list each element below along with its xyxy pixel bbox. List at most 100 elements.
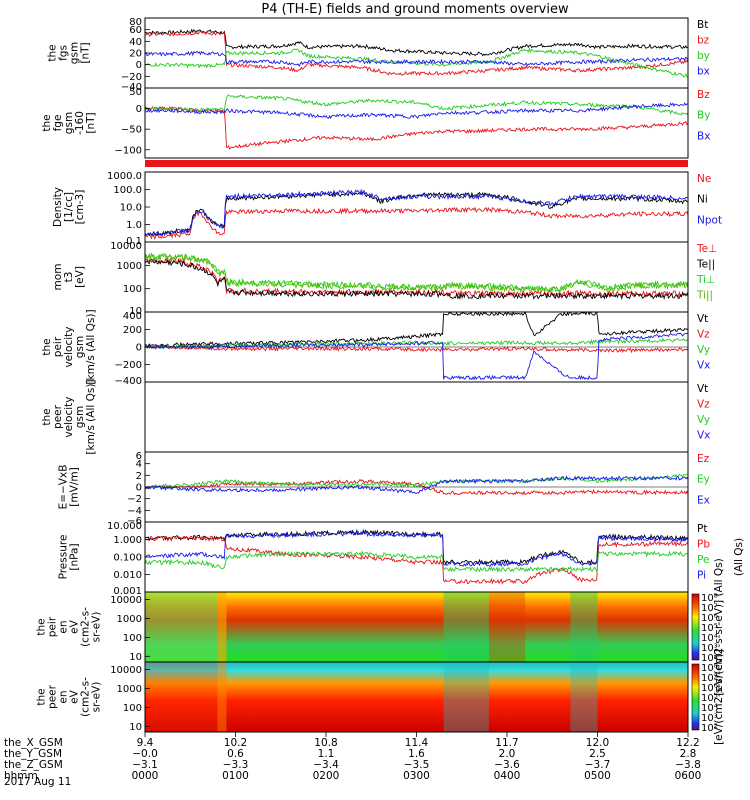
peir_flux-ytick-label: 100: [123, 633, 142, 644]
x-tick-label: 0500: [584, 770, 611, 782]
ivel-legend-vt: Vt: [697, 313, 708, 325]
ivel-ylabel-line: [km/s (All Qs)]: [85, 309, 97, 384]
peir_flux-spectrogram-band: [443, 592, 489, 662]
density-ytick-label: 100.0: [113, 185, 142, 196]
peer_flux-ytick-label: 1000: [117, 684, 142, 695]
ivel-ylabel-line: velocity: [63, 326, 75, 367]
pressure-legend-pt: Pt: [697, 523, 707, 535]
pressure-legend-pb: Pb: [697, 539, 710, 551]
x-tick-label: −3.4: [313, 759, 339, 771]
x-tick-label: −0.0: [132, 748, 158, 760]
x-row-label: the_Z_GSM: [4, 759, 63, 771]
peir_flux-spectrogram-band: [570, 592, 598, 662]
peir_flux-ylabel-line: sr-eV): [91, 612, 103, 643]
fgs-ytick-label: −40: [121, 82, 142, 93]
pressure-legend-pe: Pe: [697, 554, 709, 566]
density-ytick-label: 10.0: [120, 203, 142, 214]
mode-status-bar: [145, 160, 688, 167]
efield-ytick-label: −2: [127, 494, 142, 505]
ivel-ylabel: the peir velocity gsm [km/s (All Qs)]: [41, 309, 97, 384]
evel-ylabel-line: velocity: [63, 396, 75, 437]
fgs-ytick-label: 40: [129, 37, 142, 48]
ivel-ytick-label: 200: [123, 325, 142, 336]
x-tick-label: −3.1: [132, 759, 158, 771]
efield-legend-ez: Ez: [697, 453, 710, 465]
peer_flux-spectrogram-band: [217, 662, 227, 732]
peir_flux-ylabel-line: (cm2-s-: [80, 607, 92, 647]
fge-frame: [144, 87, 689, 159]
pressure-legend-pi: Pi: [697, 570, 706, 582]
peer_flux-colorbar-tick: 10⁷: [701, 673, 718, 684]
fgs-series-bt: [144, 28, 689, 57]
x-tick-label: 2.8: [680, 748, 697, 760]
peir_flux-spectrogram-band: [488, 592, 526, 662]
x-axis-block: the_X_GSM 9.4 10.2 10.8 11.4 11.7 12.0 12.2 the_…: [4, 732, 701, 782]
x-tick-label: 12.2: [676, 737, 699, 749]
peer_flux-spectrogram: [145, 662, 688, 732]
temp-ytick-label: 10000: [110, 241, 142, 252]
evel-legend-vy: Vy: [697, 414, 710, 426]
density-ylabel-line: Density: [52, 187, 64, 227]
fgs-ylabel: the fgs gsm [nT]: [47, 42, 92, 64]
evel-ylabel-line: peer: [52, 404, 64, 429]
temp-series-te⊥: [144, 256, 689, 298]
peer_flux-spectrogram-band: [570, 662, 598, 732]
x-tick-label: 0600: [675, 770, 702, 782]
panel-temp: 10000 1000 100 10 mom t3 [eV] Te⊥ Te|| Ti⊥ Ti||: [52, 241, 717, 317]
ivel-legend-vx: Vx: [697, 360, 710, 372]
peir_flux-colorbar-tick: 10⁴: [701, 633, 718, 644]
fge-legend-bx: Bx: [697, 130, 710, 142]
x-tick-label: −3.8: [675, 759, 701, 771]
x-tick-label: 2.0: [499, 748, 516, 760]
fge-ytick-label: −50: [121, 125, 142, 136]
fgs-series-bx: [144, 50, 689, 68]
temp-ytick-label: 10: [129, 306, 142, 317]
ivel-ytick-label: −400: [115, 376, 142, 387]
efield-ylabel-line: E=−VxB: [58, 465, 70, 510]
fgs-legend-bt: Bt: [697, 19, 708, 31]
fgs-ytick-label: 80: [129, 17, 142, 28]
peer_flux-colorbar-tick: 10²: [701, 723, 718, 734]
x-tick-label: 1.1: [318, 748, 335, 760]
peer_flux-ylabel-line: peer: [47, 684, 59, 709]
peir_flux-colorbar-tick: 10⁶: [701, 613, 718, 624]
density-ylabel: Density [1/cc] [cm-3]: [52, 187, 86, 227]
fge-ylabel-line: fge: [52, 115, 64, 132]
efield-ytick-label: −4: [127, 506, 142, 517]
fge-legend-bz: Bz: [697, 89, 710, 101]
efield-ytick-label: 0: [136, 483, 142, 494]
evel-legend-vt: Vt: [697, 383, 708, 395]
ivel-ytick-label: 400: [123, 311, 142, 322]
peer_flux-spectrogram-band: [443, 662, 489, 732]
peir_flux-ytick-label: 10: [129, 652, 142, 663]
fgs-legend-by: by: [697, 50, 710, 62]
x-tick-label: 9.4: [137, 737, 154, 749]
panel-density: 1000.0 100.0 10.0 1.0 0.1 Density [1/cc] [cm-3]…: [52, 171, 722, 247]
peir_flux-ytick-label: 1000: [117, 614, 142, 625]
temp-series-ti||: [144, 253, 689, 294]
x-tick-label: 0400: [494, 770, 521, 782]
x-tick-label: 2.5: [589, 748, 606, 760]
ivel-legend-vy: Vy: [697, 344, 710, 356]
evel-legend-vz: Vz: [697, 399, 710, 411]
peir_flux-colorbar-tick: 10⁵: [701, 623, 718, 634]
temp-ylabel-line: mom: [52, 264, 64, 291]
peer_flux-ylabel-line: (cm2-s-: [80, 677, 92, 717]
temp-ylabel: mom t3 [eV]: [52, 264, 86, 291]
panel-fge: 50 0 −50 −100 the fge gsm -160 [nT] Bz By Bx: [41, 87, 710, 159]
temp-series-te||: [144, 258, 689, 301]
ivel-legend-vz: Vz: [697, 329, 710, 341]
peer_flux-spectrogram-band: [145, 662, 218, 732]
fge-ytick-label: −100: [115, 145, 142, 156]
temp-legend-te||: Te||: [696, 259, 715, 271]
peer_flux-colorbar-tick: 10⁴: [701, 703, 718, 714]
panel-peer_flux: 10⁸10⁷10⁶10⁵10⁴10³10²[eV/(cm2-s-sr-eV)]1…: [36, 649, 726, 745]
temp-frame: [144, 241, 689, 313]
ivel-series-vz: [144, 344, 689, 354]
peir_flux-spectrogram: [145, 592, 688, 662]
pressure-ytick-label: 0.100: [113, 553, 142, 564]
efield-series-ey: [144, 473, 689, 489]
